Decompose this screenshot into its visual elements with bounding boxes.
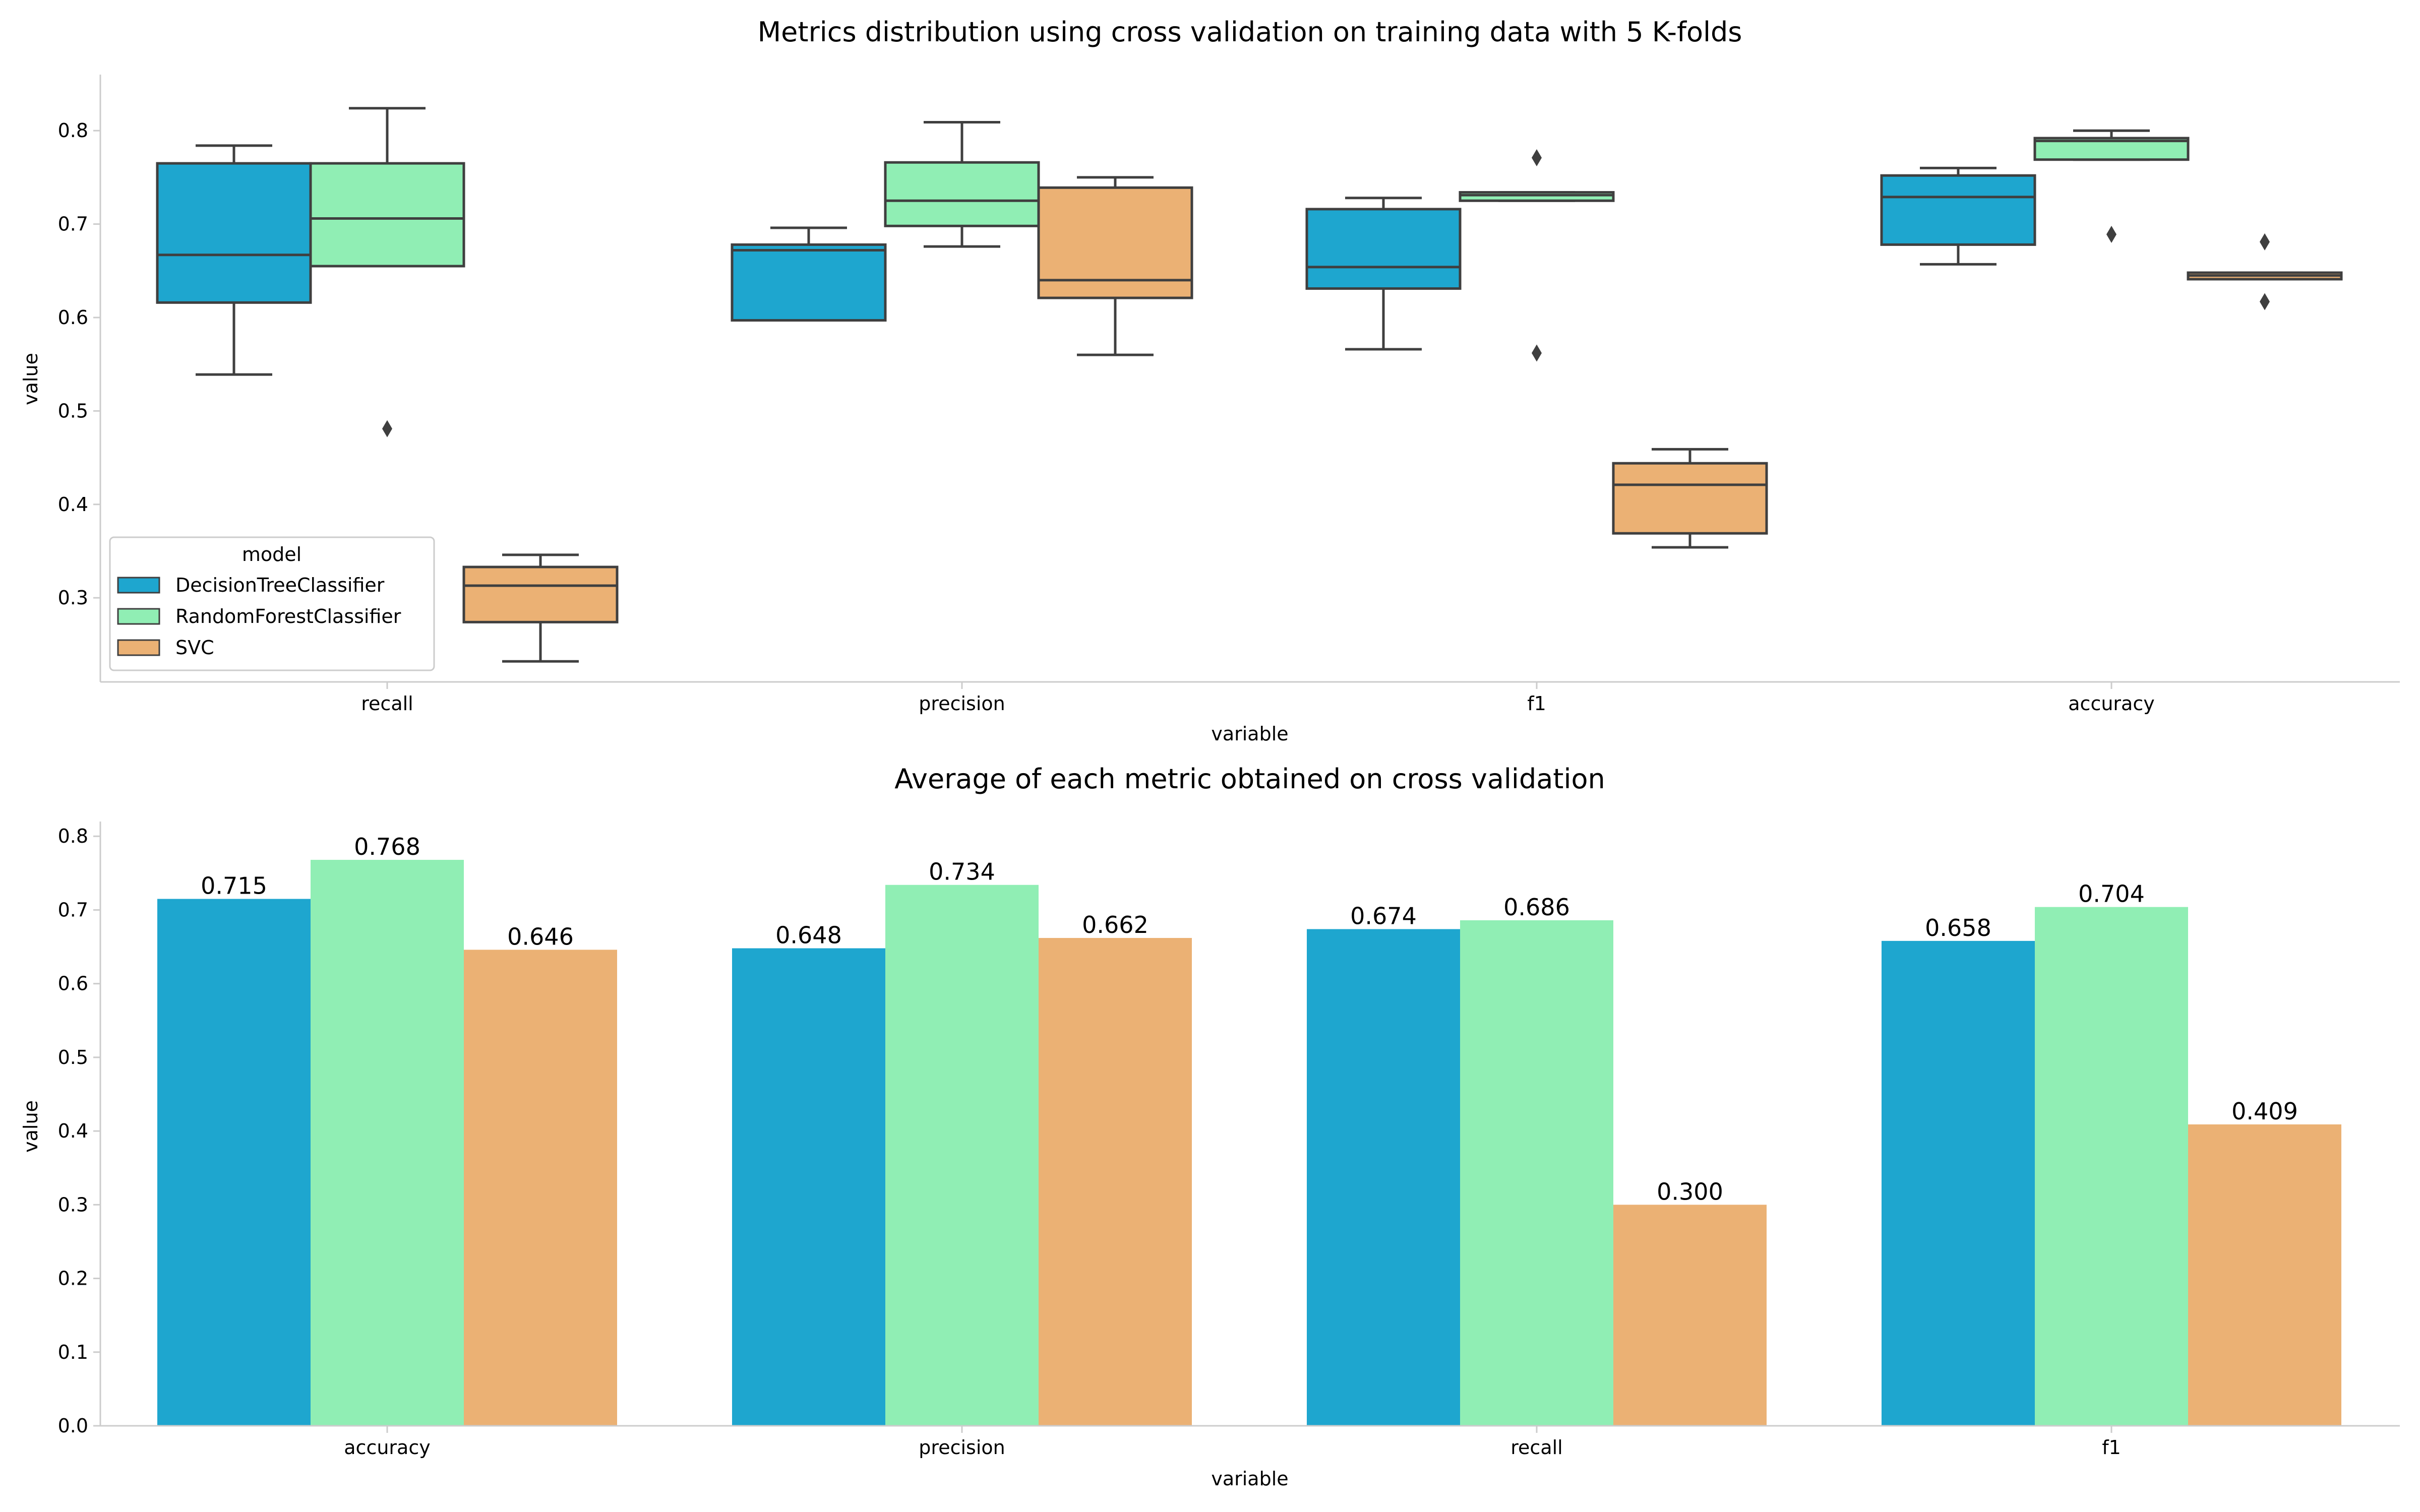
box-decisiontreeclassifier-accuracy <box>1880 174 2036 246</box>
box-outlier-randomforestclassifier-f1 <box>1532 344 1542 362</box>
box-randomforestclassifier-precision <box>884 161 1040 227</box>
bar-decisiontreeclassifier-accuracy <box>157 899 311 1426</box>
bar-chart-y-tick-label: 0.3 <box>58 1193 88 1216</box>
bar-value-label-decisiontreeclassifier-recall: 0.674 <box>1350 902 1417 929</box>
bar-value-label-randomforestclassifier-recall: 0.686 <box>1503 894 1570 921</box>
bar-chart-x-tick-label-precision: precision <box>919 1436 1005 1459</box>
legend-frame <box>109 536 435 671</box>
bar-chart-y-axis-label: value <box>20 1100 42 1153</box>
box-svc-recall <box>462 565 619 623</box>
bar-chart: Average of each metric obtained on cross… <box>20 763 2400 1490</box>
legend-swatch-decision-tree <box>117 577 160 594</box>
box-decisiontreeclassifier-f1 <box>1305 208 1462 290</box>
box-outlier-randomforestclassifier-recall <box>382 420 392 437</box>
bar-chart-y-tick-label: 0.5 <box>58 1046 88 1068</box>
box-plot-title: Metrics distribution using cross validat… <box>758 16 1742 48</box>
box-plot-y-tick-label: 0.4 <box>58 493 88 516</box>
legend-label-decision-tree: DecisionTreeClassifier <box>175 574 385 596</box>
bar-value-label-randomforestclassifier-precision: 0.734 <box>929 858 995 886</box>
bar-chart-title: Average of each metric obtained on cross… <box>894 763 1605 795</box>
box-outlier-randomforestclassifier-f1 <box>1532 149 1542 166</box>
bar-chart-y-tick-label: 0.7 <box>58 899 88 921</box>
bar-value-label-decisiontreeclassifier-accuracy: 0.715 <box>201 872 267 900</box>
bar-chart-y-tick-label: 0.0 <box>58 1415 88 1437</box>
bar-randomforestclassifier-f1 <box>2035 907 2188 1426</box>
bar-randomforestclassifier-recall <box>1460 920 1613 1426</box>
bar-randomforestclassifier-precision <box>885 885 1039 1426</box>
bar-value-label-svc-recall: 0.300 <box>1657 1178 1723 1205</box>
box-outlier-svc-accuracy <box>2260 233 2270 250</box>
legend-swatch-random-forest <box>117 608 160 625</box>
box-plot-x-tick-label-recall: recall <box>361 692 413 715</box>
bar-chart-x-axis-label: variable <box>1211 1468 1288 1490</box>
box-plot-y-ticks: 0.3 0.4 0.5 0.6 0.7 0.8 <box>58 119 100 609</box>
bar-decisiontreeclassifier-precision <box>732 948 885 1426</box>
bar-value-label-svc-precision: 0.662 <box>1082 911 1148 938</box>
box-plot-x-tick-label-f1: f1 <box>1527 692 1546 715</box>
bar-chart-x-tick-label-accuracy: accuracy <box>344 1436 430 1459</box>
box-svc-f1 <box>1612 462 1768 535</box>
bar-svc-precision <box>1039 938 1192 1426</box>
box-outlier-svc-accuracy <box>2260 293 2270 310</box>
box-randomforestclassifier-f1 <box>1459 191 1615 202</box>
box-outlier-randomforestclassifier-accuracy <box>2106 226 2116 243</box>
bar-value-label-randomforestclassifier-f1: 0.704 <box>2078 880 2145 908</box>
bar-chart-x-tick-label-f1: f1 <box>2102 1436 2121 1459</box>
bar-randomforestclassifier-accuracy <box>311 860 464 1426</box>
box-plot-boxes <box>156 107 2343 663</box>
box-plot-x-axis-label: variable <box>1211 723 1288 745</box>
box-plot-x-ticks: recall precision f1 accuracy <box>361 682 2155 715</box>
bar-value-label-svc-accuracy: 0.646 <box>507 923 574 950</box>
bar-chart-y-tick-label: 0.1 <box>58 1341 88 1363</box>
box-plot-y-axis-label: value <box>20 353 42 405</box>
bar-chart-bars <box>157 860 2341 1426</box>
bar-chart-y-tick-label: 0.6 <box>58 973 88 995</box>
bar-value-label-svc-f1: 0.409 <box>2231 1098 2298 1125</box>
bar-chart-y-tick-label: 0.2 <box>58 1268 88 1290</box>
legend-swatch-svc <box>117 639 160 656</box>
bar-chart-x-ticks: accuracy precision recall f1 <box>344 1426 2121 1459</box>
box-randomforestclassifier-recall <box>309 162 465 268</box>
bar-chart-y-ticks: 0.0 0.1 0.2 0.3 0.4 0.5 0.6 0.7 0.8 <box>58 825 100 1437</box>
box-plot-chart: Metrics distribution using cross validat… <box>20 16 2400 745</box>
box-plot-y-tick-label: 0.6 <box>58 306 88 329</box>
legend-label-random-forest: RandomForestClassifier <box>175 605 401 627</box>
bar-chart-y-tick-label: 0.4 <box>58 1120 88 1142</box>
box-decisiontreeclassifier-precision <box>731 243 887 322</box>
box-plot-y-tick-label: 0.8 <box>58 119 88 142</box>
bar-value-label-randomforestclassifier-accuracy: 0.768 <box>354 833 420 860</box>
legend-title: model <box>242 543 301 565</box>
bar-chart-data-labels: 0.715 0.648 0.674 0.658 0.768 0.734 0.686 0.704… <box>201 833 2298 1205</box>
bar-svc-accuracy <box>464 950 617 1426</box>
box-decisiontreeclassifier-recall <box>156 162 312 304</box>
bar-decisiontreeclassifier-recall <box>1307 929 1460 1426</box>
bar-svc-recall <box>1613 1205 1767 1426</box>
bar-svc-f1 <box>2188 1124 2341 1426</box>
bar-chart-y-tick-label: 0.8 <box>58 825 88 847</box>
box-plot-y-tick-label: 0.3 <box>58 587 88 609</box>
box-plot-y-tick-label: 0.5 <box>58 400 88 422</box>
bar-value-label-decisiontreeclassifier-precision: 0.648 <box>775 921 842 949</box>
box-plot-y-tick-label: 0.7 <box>58 213 88 235</box>
bar-chart-x-tick-label-recall: recall <box>1510 1436 1562 1459</box>
box-plot-x-tick-label-accuracy: accuracy <box>2068 692 2154 715</box>
bar-value-label-decisiontreeclassifier-f1: 0.658 <box>1925 914 1991 941</box>
box-plot-x-tick-label-precision: precision <box>919 692 1005 715</box>
legend: model DecisionTreeClassifier RandomFores… <box>109 536 435 671</box>
bar-decisiontreeclassifier-f1 <box>1882 940 2035 1426</box>
legend-label-svc: SVC <box>175 637 214 659</box>
